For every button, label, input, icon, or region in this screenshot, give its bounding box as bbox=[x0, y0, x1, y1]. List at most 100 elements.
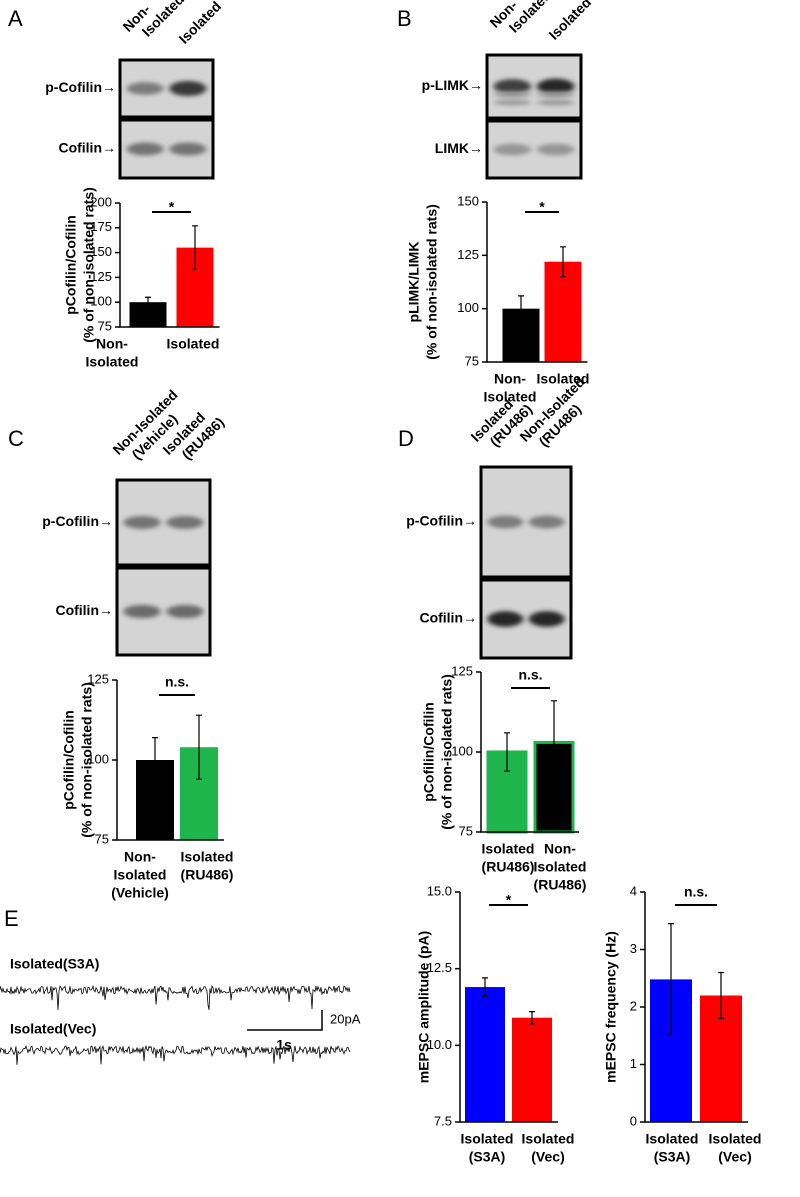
y-tick-label: 12.5 bbox=[427, 960, 452, 975]
x-tick-label: Isolated bbox=[461, 1131, 514, 1147]
x-tick-label: Isolated bbox=[86, 354, 139, 370]
blot-band bbox=[169, 142, 207, 156]
significance-label: n.s. bbox=[518, 667, 542, 683]
error-bar bbox=[668, 923, 674, 1036]
trace bbox=[0, 984, 351, 1011]
y-tick-label: 150 bbox=[90, 244, 112, 259]
error-bar bbox=[196, 714, 202, 780]
band-label: LIMK→ bbox=[435, 140, 483, 156]
error-bar bbox=[560, 246, 566, 278]
error-bar bbox=[152, 737, 158, 783]
x-tick-label: (Vehicle) bbox=[111, 885, 169, 901]
lane-label-line: Isolated bbox=[175, 0, 224, 47]
y-tick-label: 10.0 bbox=[427, 1037, 452, 1052]
scale-label: 20pA bbox=[330, 1011, 361, 1026]
x-tick-label: Non- bbox=[494, 371, 526, 387]
blot-band bbox=[528, 515, 565, 529]
bar bbox=[512, 1017, 552, 1122]
y-tick-label: 150 bbox=[457, 193, 479, 208]
y-tick-label: 100 bbox=[457, 300, 479, 315]
panel-letter: C bbox=[8, 426, 24, 451]
blot-band bbox=[536, 91, 575, 98]
significance-label: * bbox=[539, 199, 545, 215]
x-tick-label: Isolated bbox=[709, 1131, 762, 1147]
x-tick-label: Isolated bbox=[484, 389, 537, 405]
blot-band bbox=[536, 143, 575, 156]
error-bar bbox=[482, 977, 488, 997]
error-bar bbox=[192, 225, 198, 271]
axes bbox=[644, 892, 748, 1123]
bar bbox=[465, 987, 505, 1122]
x-tick-label: (RU486) bbox=[534, 877, 587, 893]
y-axis-label: (% of non-isolated rats) bbox=[81, 187, 97, 343]
blot-band bbox=[166, 516, 204, 529]
x-tick-label: (RU486) bbox=[482, 859, 535, 875]
x-tick-label: (S3A) bbox=[469, 1149, 506, 1165]
error-bar bbox=[551, 700, 557, 785]
error-bar bbox=[529, 1011, 535, 1025]
trace-label: Isolated(S3A) bbox=[10, 956, 99, 972]
x-tick-label: (RU486) bbox=[181, 867, 234, 883]
lane-label: Non-Isolated bbox=[119, 0, 187, 40]
y-tick-label: 3 bbox=[630, 941, 637, 956]
y-tick-label: 125 bbox=[87, 671, 109, 686]
panel-letter: E bbox=[4, 906, 19, 931]
blot-band bbox=[126, 142, 164, 156]
blot-band bbox=[487, 611, 524, 627]
y-tick-label: 15.0 bbox=[427, 883, 452, 898]
y-tick-label: 4 bbox=[630, 883, 637, 898]
blot-band bbox=[169, 80, 207, 97]
y-tick-label: 1 bbox=[630, 1056, 637, 1071]
blot-band bbox=[493, 79, 532, 94]
lane-label-line: Isolated bbox=[545, 0, 594, 43]
x-tick-label: Isolated bbox=[114, 867, 167, 883]
y-tick-label: 75 bbox=[465, 353, 479, 368]
x-tick-label: Isolated bbox=[167, 336, 220, 352]
x-tick-label: (Vec) bbox=[531, 1149, 564, 1165]
y-tick-label: 75 bbox=[459, 823, 473, 838]
blot-band bbox=[493, 91, 532, 98]
x-tick-label: Isolated bbox=[482, 841, 535, 857]
y-axis-label: (% of non-isolated rats) bbox=[424, 204, 440, 360]
bar bbox=[544, 261, 582, 362]
y-axis-label: pLIMK/LIMK bbox=[406, 242, 422, 323]
lane-label: Isolated bbox=[175, 0, 224, 47]
band-label: p-LIMK→ bbox=[422, 77, 483, 93]
y-tick-label: 0 bbox=[630, 1113, 637, 1128]
trace-label: Isolated(Vec) bbox=[10, 1021, 96, 1037]
lane-label: Isolated bbox=[545, 0, 594, 43]
panel-letter: A bbox=[8, 6, 23, 31]
blot-band bbox=[123, 516, 161, 529]
axes bbox=[459, 892, 558, 1123]
y-axis-label: pCofilin/Cofilin bbox=[63, 215, 79, 315]
blot-band bbox=[528, 611, 565, 627]
error-bar bbox=[504, 732, 510, 772]
x-tick-label: Non- bbox=[96, 336, 128, 352]
axes bbox=[480, 672, 579, 833]
blot-band bbox=[536, 78, 575, 95]
x-tick-label: (S3A) bbox=[654, 1149, 691, 1165]
y-axis-label: mEPSC amplitude (pA) bbox=[416, 931, 432, 1083]
scale-bar bbox=[247, 1010, 323, 1031]
y-axis-label: (% of non-isolated rats) bbox=[79, 682, 95, 838]
panel-letter: B bbox=[397, 6, 412, 31]
blot-band bbox=[487, 515, 524, 529]
x-tick-label: Non- bbox=[124, 849, 156, 865]
y-tick-label: 100 bbox=[90, 294, 112, 309]
error-bar bbox=[145, 296, 151, 308]
axes bbox=[119, 203, 220, 328]
significance-label: n.s. bbox=[684, 884, 708, 900]
y-axis-label: pCofilin/Cofilin bbox=[421, 702, 437, 802]
y-tick-label: 2 bbox=[630, 998, 637, 1013]
panel-letter: D bbox=[398, 426, 414, 451]
y-tick-label: 100 bbox=[87, 751, 109, 766]
x-tick-label: Isolated bbox=[646, 1131, 699, 1147]
band-label: Cofilin→ bbox=[55, 602, 113, 618]
blot-band bbox=[126, 82, 164, 95]
y-tick-label: 125 bbox=[451, 663, 473, 678]
y-axis-label: (% of non-isolated rats) bbox=[439, 674, 455, 830]
band-label: p-Cofilin→ bbox=[45, 79, 116, 95]
y-tick-label: 125 bbox=[90, 269, 112, 284]
band-label: p-Cofilin→ bbox=[406, 513, 477, 529]
